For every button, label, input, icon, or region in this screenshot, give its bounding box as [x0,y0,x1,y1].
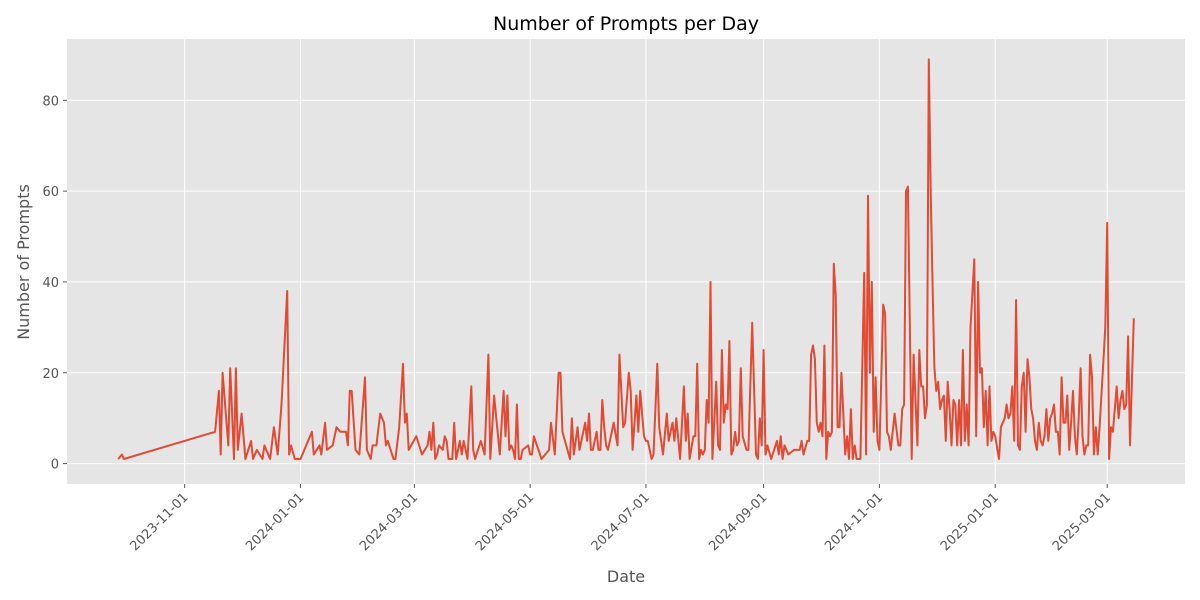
y-axis-label: Number of Prompts [14,184,33,340]
y-tick-label: 60 [42,185,59,200]
y-tick-label: 0 [51,458,59,473]
chart-title: Number of Prompts per Day [493,13,759,35]
y-tick-label: 40 [42,276,59,291]
x-axis-label: Date [607,567,645,586]
y-tick-label: 80 [42,94,59,109]
series-line [117,58,1135,460]
y-tick-label: 20 [42,367,59,382]
